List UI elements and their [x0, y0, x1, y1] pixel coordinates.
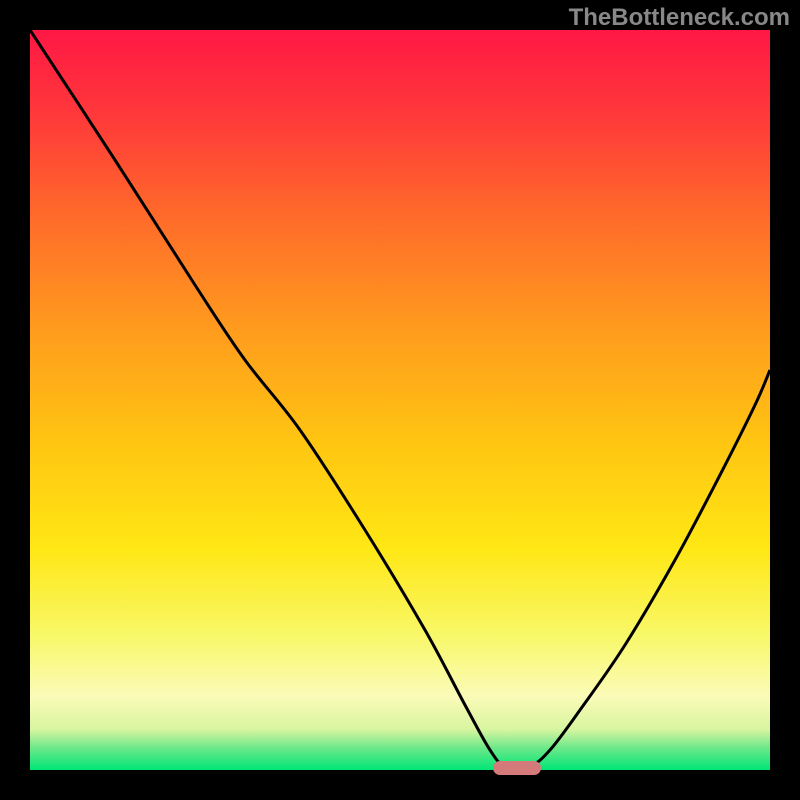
optimal-marker [493, 761, 541, 775]
plot-background [30, 30, 770, 770]
watermark-text: TheBottleneck.com [569, 4, 790, 32]
chart-svg [0, 0, 800, 800]
chart-container: TheBottleneck.com [0, 0, 800, 800]
